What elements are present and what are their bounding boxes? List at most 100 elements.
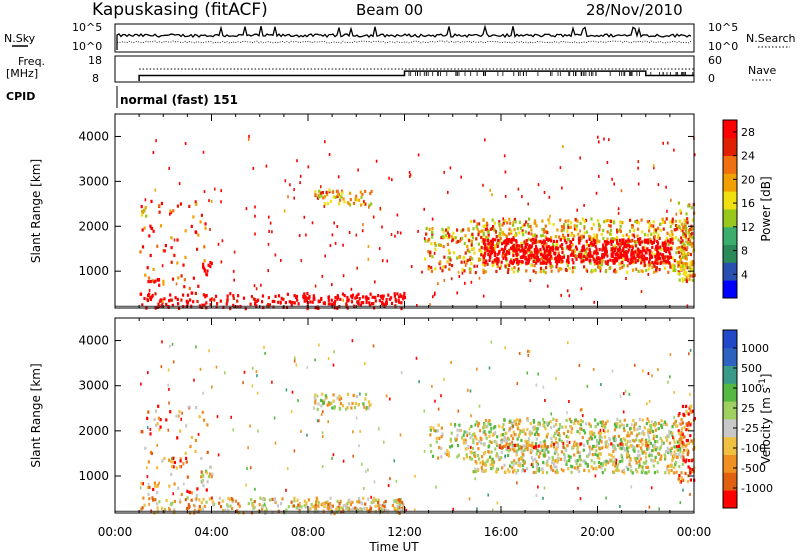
velocity-cell (429, 433, 432, 437)
power-cell (472, 247, 475, 251)
power-cell (434, 267, 437, 271)
velocity-cell (545, 445, 548, 449)
power-cell (598, 224, 601, 228)
velocity-cell (556, 460, 559, 464)
velocity-cell (200, 475, 203, 479)
velocity-cell (507, 453, 510, 458)
power-cell (232, 294, 235, 298)
power-cell (400, 301, 403, 305)
velocity-cell (534, 457, 537, 461)
power-cell (595, 249, 598, 253)
power-cell (361, 192, 364, 196)
velocity-cell (614, 424, 617, 428)
power-cell (687, 204, 690, 208)
power-cell (618, 247, 621, 252)
velocity-cell (662, 422, 665, 427)
power-cell (336, 295, 340, 299)
power-cell (162, 279, 165, 283)
power-cell (502, 241, 505, 245)
power-cell (139, 250, 142, 254)
power-cell (141, 245, 145, 249)
velocity-noise-cell (512, 424, 515, 428)
power-cell (679, 211, 683, 215)
power-cell (539, 239, 542, 243)
velocity-cell (614, 464, 617, 468)
power-cell (581, 246, 584, 250)
power-cell (163, 249, 166, 253)
power-cell (461, 236, 464, 240)
power-cell (541, 244, 544, 249)
power-cell (609, 239, 612, 243)
velocity-noise-cell (250, 466, 252, 470)
power-cell (513, 217, 516, 221)
power-cell (685, 275, 688, 279)
velocity-cell (554, 470, 557, 474)
velocity-cell (645, 465, 648, 469)
power-cell (171, 303, 174, 307)
power-cell (510, 240, 513, 244)
power-cell (468, 250, 471, 254)
power-cell (606, 259, 610, 263)
power-cell (144, 273, 147, 277)
power-cell (522, 255, 525, 259)
power-cell (617, 253, 620, 257)
velocity-noise-cell (168, 506, 170, 510)
velocity-cell (646, 471, 649, 475)
velocity-cell (690, 410, 693, 414)
power-cell (502, 221, 505, 225)
velocity-cell (360, 507, 363, 511)
velocity-cell (462, 457, 466, 461)
power-cell (201, 303, 204, 307)
power-cell (338, 202, 341, 206)
velocity-cell (663, 453, 666, 457)
velocity-cell (553, 445, 556, 449)
power-cell (600, 232, 603, 236)
velocity-noise-cell (147, 371, 149, 375)
velocity-noise-cell (263, 502, 266, 506)
power-noise-cell (421, 270, 423, 274)
x-tick-label: 00:00 (677, 525, 712, 539)
power-cell (621, 238, 624, 242)
power-cell (689, 260, 692, 264)
power-cell (303, 299, 306, 303)
power-cell (650, 255, 654, 259)
velocity-cell (666, 434, 669, 438)
power-cell (506, 262, 509, 266)
velocity-cell (576, 430, 579, 434)
power-noise-cell (606, 161, 609, 164)
power-noise-cell (350, 287, 353, 291)
power-cell (360, 203, 363, 207)
power-cell (594, 268, 597, 272)
velocity-cell (526, 428, 529, 432)
power-cell (169, 209, 172, 213)
power-cell (601, 255, 604, 259)
velocity-cell (447, 451, 450, 455)
velocity-cell (148, 497, 151, 501)
power-noise-cell (173, 254, 176, 257)
velocity-cell (495, 470, 498, 474)
power-cell (575, 224, 579, 228)
velocity-cell (363, 405, 366, 409)
x-tick-label: 08:00 (291, 525, 326, 539)
velocity-cell (620, 447, 623, 451)
velocity-cell (668, 441, 671, 445)
velocity-cell (377, 500, 380, 504)
velocity-cell (626, 423, 629, 427)
velocity-cell (497, 456, 500, 460)
power-cell (486, 223, 489, 227)
power-cell (648, 229, 651, 233)
power-cell (468, 267, 471, 271)
power-colorbar-label: Power [dB] (759, 176, 773, 241)
velocity-cell (648, 454, 651, 458)
velocity-cell (176, 436, 179, 440)
velocity-cell (536, 427, 539, 431)
velocity-noise-cell (648, 505, 651, 509)
velocity-cell (202, 484, 205, 488)
velocity-noise-cell (577, 486, 579, 490)
power-cell (451, 238, 455, 242)
power-cell (462, 228, 465, 232)
velocity-cell (670, 468, 673, 473)
velocity-cell (393, 498, 396, 503)
power-cell (602, 228, 605, 233)
velocity-cell (177, 486, 180, 490)
